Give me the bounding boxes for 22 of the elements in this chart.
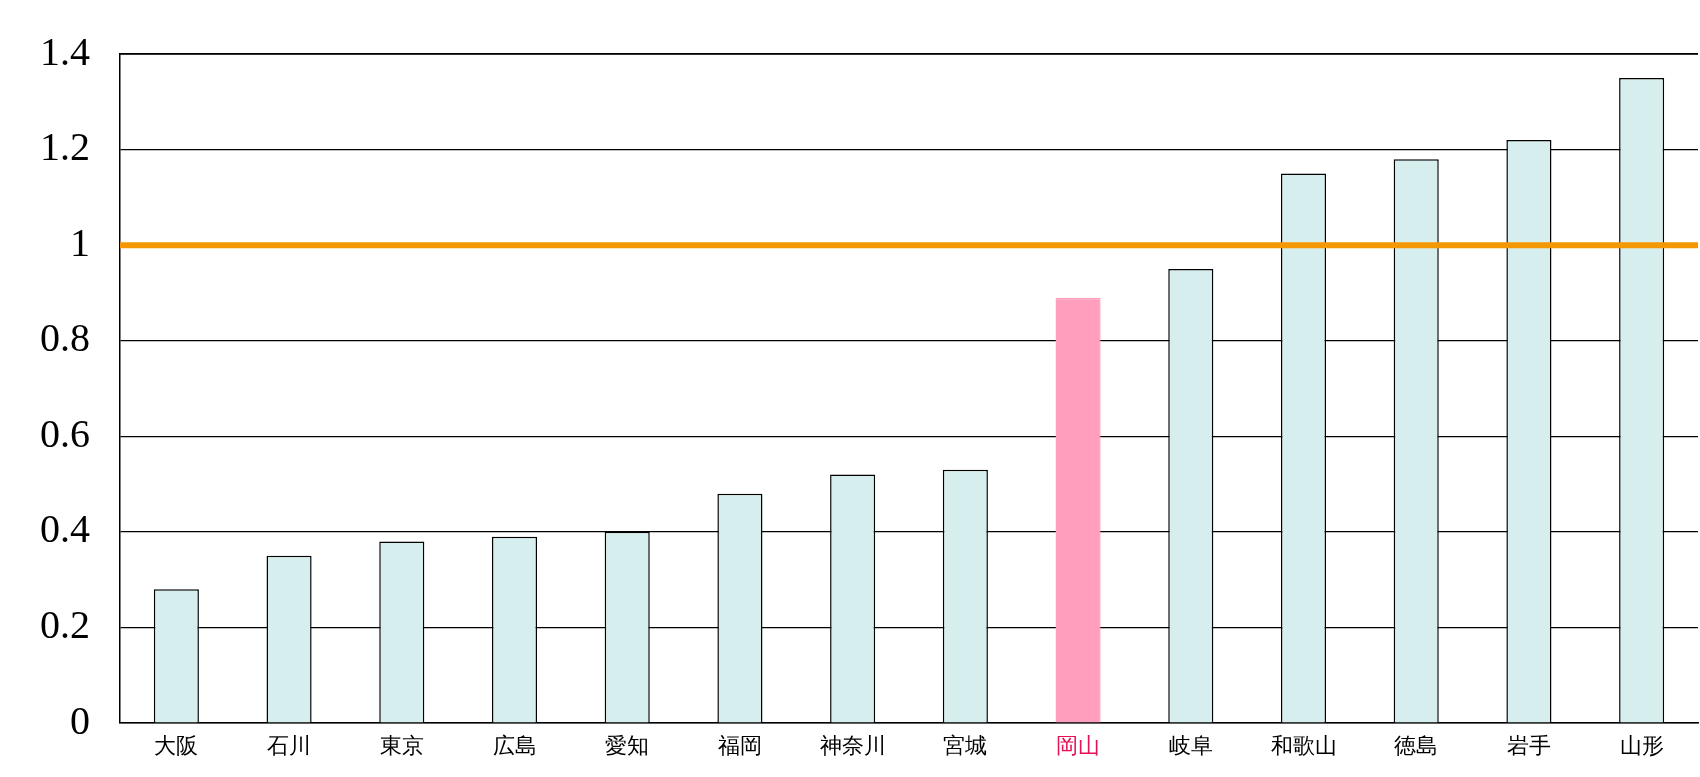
y-tick-label: 0.8 [40, 315, 90, 361]
x-tick-label: 大阪 [154, 732, 199, 758]
y-tick-label: 1.2 [40, 124, 90, 170]
x-tick-label: 岩手 [1506, 732, 1551, 758]
y-tick-label: 0.6 [40, 410, 90, 456]
y-tick-label: 0.4 [40, 506, 90, 552]
x-tick-label: 福岡 [717, 732, 762, 758]
x-tick-label: 東京 [379, 732, 424, 758]
x-tick-label: 徳島 [1394, 732, 1439, 758]
x-tick-label: 愛知 [605, 732, 650, 758]
x-tick-label: 神奈川 [819, 732, 886, 758]
x-tick-label: 和歌山 [1270, 732, 1337, 758]
y-tick-label: 1 [70, 219, 90, 265]
y-tick-label: 0 [70, 697, 90, 743]
y-tick-label: 0.2 [40, 601, 90, 647]
x-tick-label: 石川 [267, 732, 312, 758]
x-tick-label: 岡山 [1056, 732, 1101, 758]
x-tick-label: 宮城 [943, 732, 988, 758]
y-tick-label: 1.4 [40, 28, 90, 74]
x-tick-label: 広島 [492, 732, 537, 758]
x-tick-label: 山形 [1619, 732, 1664, 758]
x-tick-label: 岐阜 [1168, 732, 1213, 758]
